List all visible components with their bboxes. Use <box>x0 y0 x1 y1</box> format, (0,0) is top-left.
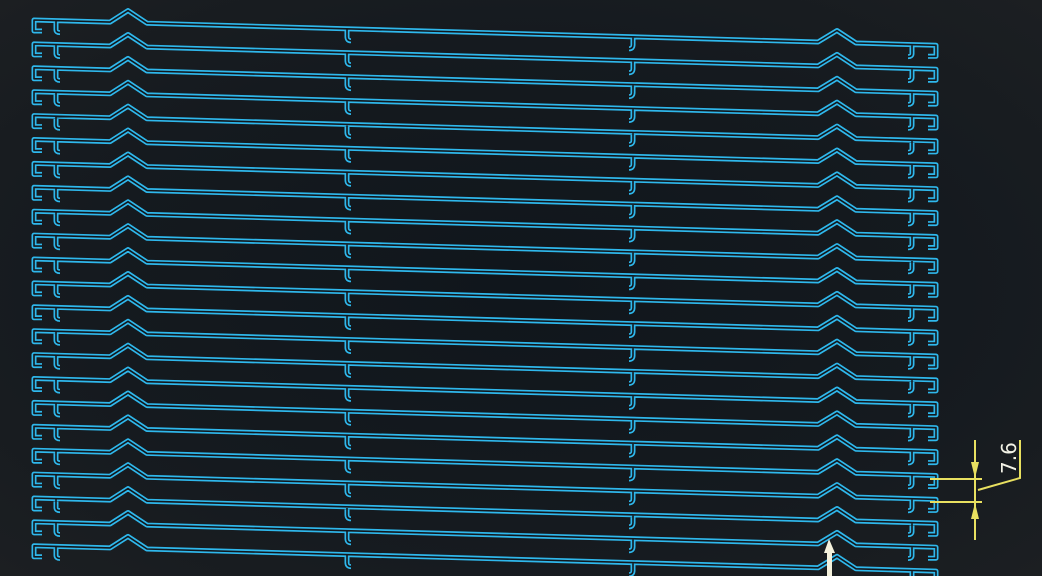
part-outline-inner <box>33 440 937 488</box>
part-outline[interactable] <box>31 199 939 251</box>
part-outline[interactable] <box>31 271 939 322</box>
part-outline[interactable] <box>31 533 939 576</box>
part-outline-inner <box>33 535 937 576</box>
part-outline-inner <box>33 153 937 201</box>
part-outline-inner <box>33 9 937 58</box>
part-outline-inner <box>33 81 937 130</box>
part-outline-inner <box>33 201 937 249</box>
part-outline[interactable] <box>31 342 939 394</box>
part-outline[interactable] <box>31 247 939 299</box>
part-outline[interactable] <box>31 79 939 131</box>
part-outline[interactable] <box>31 414 939 466</box>
part-outline-inner <box>33 33 937 82</box>
dimension-arrow-bottom <box>971 503 979 519</box>
part-outline-inner <box>33 463 937 512</box>
part-outline-inner <box>33 57 937 106</box>
part-outline-inner <box>33 320 937 369</box>
part-outline-inner <box>33 392 937 440</box>
part-outline[interactable] <box>31 223 939 275</box>
part-outline-inner <box>33 487 937 536</box>
part-outline[interactable] <box>31 127 939 179</box>
part-outline-inner <box>33 248 937 297</box>
dimension-leader <box>977 440 1021 491</box>
part-outline[interactable] <box>31 151 939 203</box>
part-outline-inner <box>33 296 937 345</box>
part-outline[interactable] <box>31 438 939 490</box>
parts-group <box>31 8 939 576</box>
part-outline[interactable] <box>31 175 939 227</box>
part-outline[interactable] <box>31 103 939 155</box>
part-outline[interactable] <box>31 294 939 346</box>
part-outline[interactable] <box>31 510 939 561</box>
part-outline[interactable] <box>31 32 939 83</box>
part-outline[interactable] <box>31 390 939 442</box>
part-outline-inner <box>33 105 937 153</box>
part-outline-inner <box>33 344 937 392</box>
dimension-annotation[interactable]: 7.6 <box>930 440 1021 540</box>
part-outline[interactable] <box>31 55 939 107</box>
part-outline-inner <box>33 224 937 273</box>
dimension-value: 7.6 <box>997 442 1021 474</box>
mouse-cursor <box>824 539 835 576</box>
dimension-arrow-top <box>971 462 979 478</box>
part-outline-inner <box>33 416 937 464</box>
part-outline-inner <box>33 129 937 177</box>
part-outline-inner <box>33 177 937 225</box>
part-outline-inner <box>33 511 937 560</box>
part-outline[interactable] <box>31 8 939 60</box>
part-outline[interactable] <box>31 318 939 370</box>
part-outline-inner <box>33 272 937 321</box>
part-outline-inner <box>33 368 937 416</box>
part-outline[interactable] <box>31 462 939 514</box>
part-outline[interactable] <box>31 366 939 418</box>
part-outline[interactable] <box>31 486 939 538</box>
